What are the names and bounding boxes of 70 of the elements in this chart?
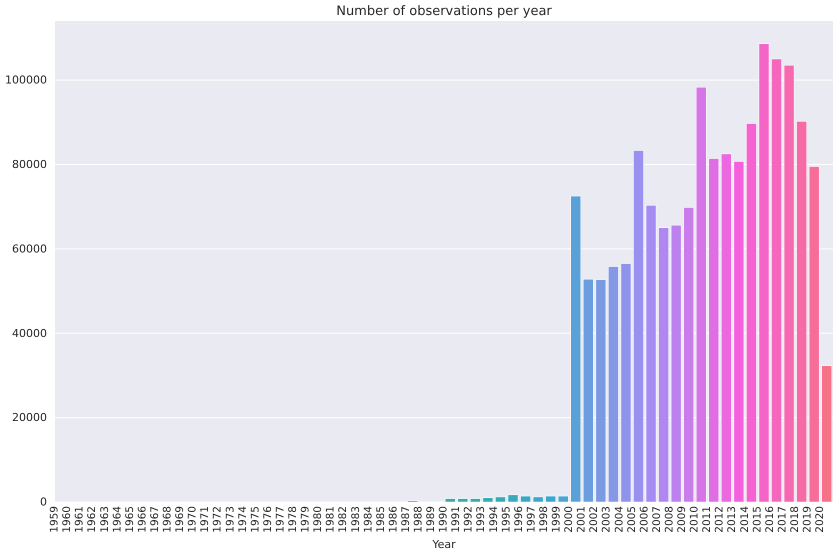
x-tick-label: 1971 bbox=[199, 506, 212, 533]
x-tick-label: 2016 bbox=[764, 506, 776, 533]
x-tick-label: 1976 bbox=[262, 506, 274, 533]
x-tick-label: 1992 bbox=[462, 506, 475, 533]
x-tick-label: 1986 bbox=[387, 506, 400, 533]
y-tick-label: 60000 bbox=[12, 242, 47, 256]
x-tick-label: 2010 bbox=[688, 506, 701, 533]
x-tick-label: 2006 bbox=[638, 506, 650, 533]
x-tick-label: 1985 bbox=[374, 506, 387, 533]
x-tick-label: 2008 bbox=[663, 506, 676, 533]
x-tick-label: 1996 bbox=[512, 506, 525, 533]
x-tick-label: 2003 bbox=[600, 506, 613, 533]
x-tick-label: 2019 bbox=[802, 506, 814, 533]
x-tick-label: 2018 bbox=[788, 506, 801, 533]
x-tick-label: 2015 bbox=[751, 506, 764, 533]
x-tick-label: 1989 bbox=[425, 506, 438, 533]
x-tick-label: 1963 bbox=[98, 506, 111, 533]
chart-title: Number of observations per year bbox=[336, 4, 552, 19]
x-tick-label: 1967 bbox=[148, 506, 161, 533]
x-tick-label: 2004 bbox=[613, 506, 626, 533]
x-tick-label: 1999 bbox=[550, 506, 563, 533]
x-tick-label: 1979 bbox=[300, 506, 312, 533]
x-tick-label: 1982 bbox=[337, 506, 350, 533]
x-tick-label: 1977 bbox=[274, 506, 286, 533]
x-tick-label: 1988 bbox=[412, 506, 424, 533]
x-tick-label: 1990 bbox=[438, 506, 450, 533]
x-tick-label: 2009 bbox=[676, 506, 688, 533]
x-axis-title: Year bbox=[431, 538, 456, 550]
x-tick-label: 1975 bbox=[249, 506, 262, 533]
x-tick-label: 2013 bbox=[726, 506, 738, 533]
x-tick-label: 2001 bbox=[576, 506, 588, 533]
x-tick-label: 1968 bbox=[162, 506, 174, 533]
x-tick-label: 2005 bbox=[626, 506, 638, 533]
x-tick-label: 2011 bbox=[701, 506, 714, 533]
x-tick-label: 2017 bbox=[776, 506, 788, 533]
x-tick-label: 2007 bbox=[650, 506, 663, 533]
x-tick-label: 1966 bbox=[136, 506, 148, 533]
x-tick-label: 1991 bbox=[450, 506, 462, 533]
x-tick-label: 1972 bbox=[212, 506, 224, 533]
x-tick-label: 1961 bbox=[74, 506, 86, 533]
x-tick-label: 1974 bbox=[236, 506, 249, 533]
y-tick-label: 100000 bbox=[5, 74, 47, 87]
x-tick-label: 1984 bbox=[362, 506, 374, 533]
x-tick-label: 1980 bbox=[312, 506, 324, 533]
y-tick-label: 20000 bbox=[12, 411, 47, 424]
y-tick-label: 0 bbox=[40, 496, 47, 509]
x-tick-label: 1973 bbox=[224, 506, 236, 533]
x-tick-label: 1965 bbox=[124, 506, 136, 533]
x-tick-label: 1994 bbox=[488, 506, 500, 533]
x-tick-label: 1978 bbox=[287, 506, 300, 533]
y-tick-label: 40000 bbox=[12, 326, 47, 340]
x-tick-label: 1997 bbox=[525, 506, 538, 533]
x-tick-label: 1969 bbox=[174, 506, 186, 533]
x-tick-label: 1970 bbox=[186, 506, 199, 533]
x-tick-label: 1981 bbox=[324, 506, 337, 533]
x-tick-label: 2002 bbox=[588, 506, 600, 533]
x-tick-label: 1993 bbox=[475, 506, 488, 533]
x-tick-label: 1987 bbox=[400, 506, 412, 533]
x-tick-label: 2012 bbox=[714, 506, 726, 533]
x-tick-label: 1983 bbox=[350, 506, 362, 533]
x-tick-label: 2020 bbox=[814, 506, 826, 533]
y-tick-label: 80000 bbox=[12, 158, 47, 171]
x-tick-label: 1960 bbox=[61, 506, 74, 533]
x-tick-label: 1995 bbox=[500, 506, 512, 533]
x-tick-label: 1962 bbox=[86, 506, 98, 533]
x-tick-label: 2014 bbox=[738, 506, 751, 533]
x-tick-label: 1998 bbox=[538, 506, 550, 533]
x-tick-label: 2000 bbox=[563, 506, 576, 533]
x-tick-label: 1959 bbox=[48, 506, 61, 533]
x-tick-label: 1964 bbox=[111, 506, 124, 533]
